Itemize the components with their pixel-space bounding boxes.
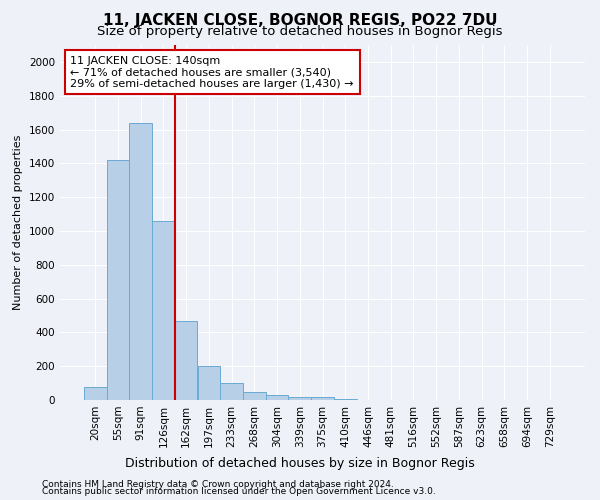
Bar [107,160,130,400]
Bar [243,392,266,400]
Bar [266,395,289,400]
Text: 11, JACKEN CLOSE, BOGNOR REGIS, PO22 7DU: 11, JACKEN CLOSE, BOGNOR REGIS, PO22 7DU [103,12,497,28]
Bar [130,123,152,400]
Bar [334,399,356,400]
Text: Size of property relative to detached houses in Bognor Regis: Size of property relative to detached ho… [97,25,503,38]
Bar [289,396,311,400]
Y-axis label: Number of detached properties: Number of detached properties [13,135,23,310]
Bar [152,221,175,400]
Text: Contains public sector information licensed under the Open Government Licence v3: Contains public sector information licen… [42,487,436,496]
Bar [311,398,334,400]
Text: Contains HM Land Registry data © Crown copyright and database right 2024.: Contains HM Land Registry data © Crown c… [42,480,394,489]
Bar [84,388,107,400]
Bar [220,383,243,400]
Bar [175,320,197,400]
Text: Distribution of detached houses by size in Bognor Regis: Distribution of detached houses by size … [125,458,475,470]
Bar [197,366,220,400]
Text: 11 JACKEN CLOSE: 140sqm
← 71% of detached houses are smaller (3,540)
29% of semi: 11 JACKEN CLOSE: 140sqm ← 71% of detache… [71,56,354,89]
